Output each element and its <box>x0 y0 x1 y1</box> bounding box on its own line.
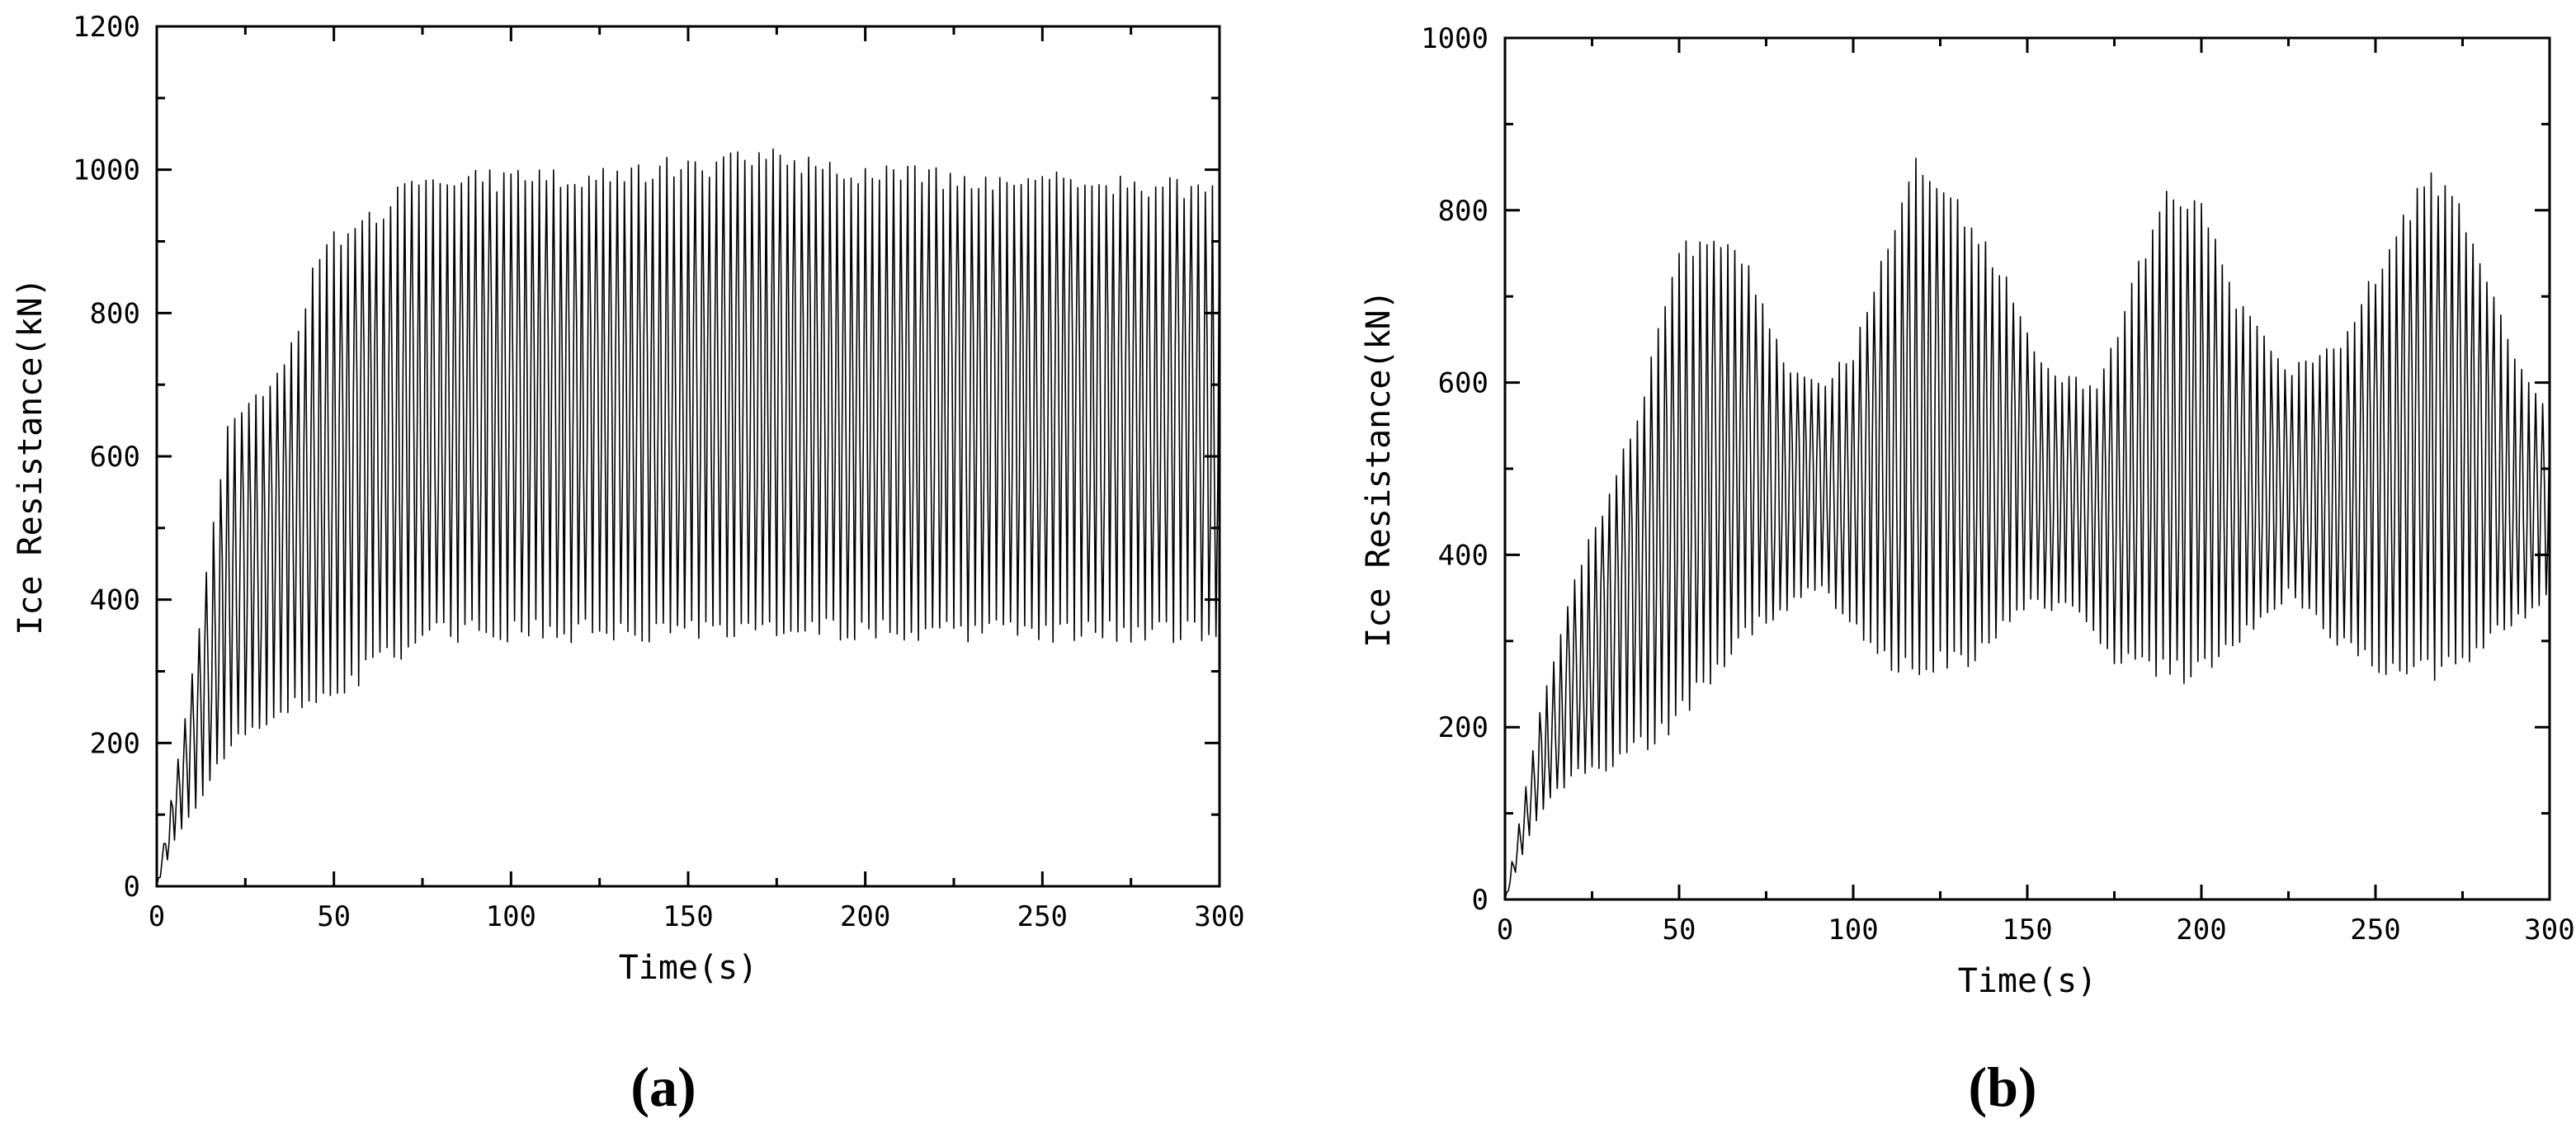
y-tick-label: 600 <box>1438 367 1489 400</box>
panel-a: 0 50 100 150 200 250 300 0 200 400 600 800 1000 1200 T… <box>12 11 1245 1118</box>
series-line <box>156 148 1220 887</box>
x-tick-label: 0 <box>1497 913 1513 947</box>
y-axis-title: Ice Resistance(kN) <box>1360 290 1398 647</box>
y-tick-label: 800 <box>90 297 140 330</box>
y-tick-label: 1000 <box>73 154 140 187</box>
x-tick-label: 150 <box>663 900 713 933</box>
x-tick-label: 0 <box>149 900 165 933</box>
y-tick-label: 0 <box>1472 884 1489 917</box>
y-tick-label: 400 <box>1438 539 1489 572</box>
x-tick-label: 50 <box>317 900 351 933</box>
x-tick-label: 200 <box>2176 913 2226 947</box>
panel-label: (a) <box>630 1055 696 1118</box>
x-tick-label: 50 <box>1663 913 1696 947</box>
x-tick-label: 200 <box>840 900 890 933</box>
x-tick-label: 250 <box>2350 913 2400 947</box>
x-tick-label: 100 <box>1828 913 1878 947</box>
y-tick-label: 400 <box>90 584 140 617</box>
series-line <box>1504 158 2550 900</box>
plot-frame <box>155 25 1221 888</box>
panel-label: (b) <box>1968 1055 2036 1118</box>
x-tick-label: 250 <box>1017 900 1068 933</box>
y-tick-label: 1200 <box>73 11 140 44</box>
y-tick-label: 200 <box>1438 711 1489 744</box>
x-axis-title: Time(s) <box>1958 962 2097 1000</box>
panel-b: 0 50 100 150 200 250 300 0 200 400 600 800 1000 Time(… <box>1360 22 2575 1118</box>
x-tick-label: 300 <box>2524 913 2574 947</box>
x-axis-title: Time(s) <box>619 949 758 987</box>
x-tick-label: 150 <box>2002 913 2052 947</box>
x-tick-label: 100 <box>486 900 536 933</box>
y-axis-title: Ice Resistance(kN) <box>12 277 50 635</box>
y-tick-label: 1000 <box>1421 22 1489 55</box>
x-tick-label: 300 <box>1194 900 1244 933</box>
y-tick-label: 0 <box>124 871 140 904</box>
y-tick-label: 800 <box>1438 195 1489 228</box>
plot-frame <box>1503 36 2551 901</box>
y-tick-label: 600 <box>90 441 140 474</box>
y-tick-label: 200 <box>90 727 140 760</box>
